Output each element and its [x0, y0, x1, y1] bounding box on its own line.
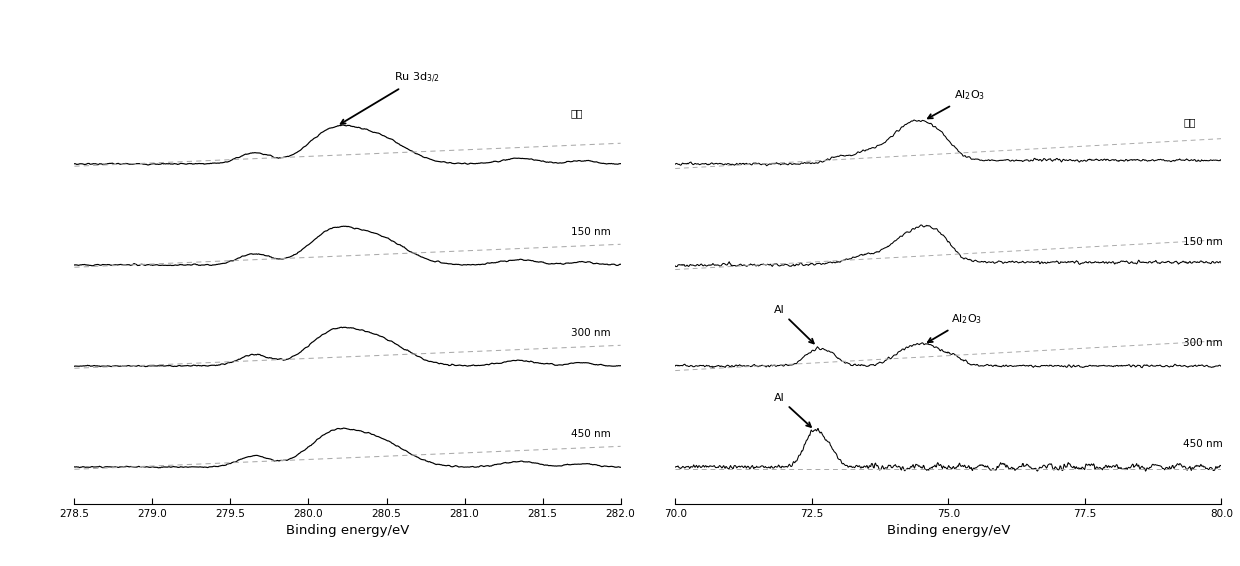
Text: 450 nm: 450 nm	[1183, 439, 1223, 449]
Text: Al$_2$O$_3$: Al$_2$O$_3$	[928, 312, 982, 342]
X-axis label: Binding energy/eV: Binding energy/eV	[887, 524, 1011, 537]
Text: Al$_2$O$_3$: Al$_2$O$_3$	[928, 88, 985, 118]
Text: Al: Al	[774, 305, 813, 344]
Text: 表面: 表面	[1183, 117, 1195, 127]
Text: 300 nm: 300 nm	[570, 328, 610, 338]
Text: 300 nm: 300 nm	[1183, 337, 1223, 348]
Text: Ru 3d$_{3/2}$: Ru 3d$_{3/2}$	[341, 71, 440, 124]
X-axis label: Binding energy/eV: Binding energy/eV	[285, 524, 409, 537]
Text: Al: Al	[774, 393, 811, 427]
Text: 150 nm: 150 nm	[1183, 237, 1223, 247]
Text: 表面: 表面	[570, 108, 583, 118]
Text: 150 nm: 150 nm	[570, 228, 610, 237]
Text: 450 nm: 450 nm	[570, 430, 610, 439]
